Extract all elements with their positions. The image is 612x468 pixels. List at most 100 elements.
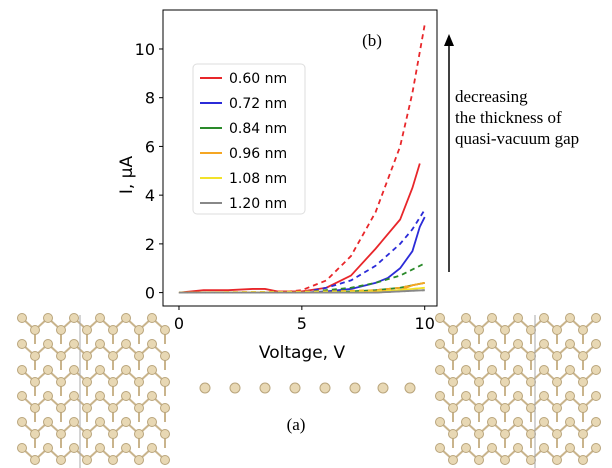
atom (501, 404, 510, 413)
y-axis-label: I, μA (117, 156, 137, 195)
atom (31, 378, 40, 387)
atom (57, 456, 66, 465)
atom (488, 444, 497, 453)
atom (436, 340, 445, 349)
atom (514, 314, 523, 323)
atom (200, 383, 210, 393)
atom (579, 326, 588, 335)
atom (31, 326, 40, 335)
atom (96, 444, 105, 453)
atom (18, 392, 27, 401)
atom (18, 340, 27, 349)
atom (290, 383, 300, 393)
atom (31, 430, 40, 439)
annotation: decreasing (455, 87, 528, 106)
atom (148, 366, 157, 375)
atom (135, 326, 144, 335)
x-tick-label: 5 (297, 314, 307, 333)
atom (579, 352, 588, 361)
y-tick-label: 8 (145, 89, 155, 108)
atom (527, 378, 536, 387)
atom (436, 366, 445, 375)
atom (540, 314, 549, 323)
atom (230, 383, 240, 393)
atom (501, 352, 510, 361)
panel-label: (b) (362, 31, 382, 50)
atom (592, 314, 601, 323)
atom (83, 430, 92, 439)
atom (592, 418, 601, 427)
atom (122, 392, 131, 401)
atom (436, 314, 445, 323)
y-tick-label: 6 (145, 137, 155, 156)
atom (592, 392, 601, 401)
atom (592, 340, 601, 349)
legend-label: 1.08 nm (229, 171, 287, 187)
atom (462, 392, 471, 401)
atom (436, 392, 445, 401)
atom (488, 340, 497, 349)
atom (436, 444, 445, 453)
atom (148, 418, 157, 427)
atom (135, 352, 144, 361)
atom (462, 418, 471, 427)
y-tick-label: 4 (145, 186, 155, 205)
atom (436, 418, 445, 427)
atom (405, 383, 415, 393)
atom (148, 444, 157, 453)
atom (96, 314, 105, 323)
atom (83, 456, 92, 465)
atom (109, 378, 118, 387)
atom (540, 418, 549, 427)
atom (540, 366, 549, 375)
atom (449, 352, 458, 361)
atom (553, 456, 562, 465)
atom (501, 430, 510, 439)
atom (579, 456, 588, 465)
atom (527, 326, 536, 335)
atom (449, 404, 458, 413)
atom (527, 404, 536, 413)
atom (18, 418, 27, 427)
atom (57, 404, 66, 413)
atom (96, 340, 105, 349)
atom (161, 326, 170, 335)
atom (527, 352, 536, 361)
atom (70, 392, 79, 401)
atom (57, 352, 66, 361)
atom (161, 378, 170, 387)
atom (501, 378, 510, 387)
atom (122, 418, 131, 427)
atom (579, 404, 588, 413)
atom (475, 404, 484, 413)
atom (148, 340, 157, 349)
atom (514, 392, 523, 401)
atom (475, 430, 484, 439)
atom (96, 366, 105, 375)
x-axis-label: Voltage, V (259, 343, 346, 363)
atom (350, 383, 360, 393)
atom (135, 404, 144, 413)
atom (31, 352, 40, 361)
atom (109, 456, 118, 465)
atom (592, 366, 601, 375)
atom (462, 314, 471, 323)
atom (161, 456, 170, 465)
atom (449, 430, 458, 439)
atom (122, 340, 131, 349)
atom (553, 378, 562, 387)
figure: (b) Voltage, V I, μA (a) decreasing the … (0, 0, 612, 468)
atom (122, 366, 131, 375)
annotation: the thickness of (455, 108, 562, 127)
legend-label: 0.60 nm (229, 71, 287, 87)
atom (540, 444, 549, 453)
atom (96, 392, 105, 401)
atom (475, 456, 484, 465)
arrow-head (444, 34, 454, 46)
atom (514, 340, 523, 349)
atom (475, 378, 484, 387)
atom (70, 444, 79, 453)
atom (527, 456, 536, 465)
atom (70, 366, 79, 375)
atom (57, 430, 66, 439)
